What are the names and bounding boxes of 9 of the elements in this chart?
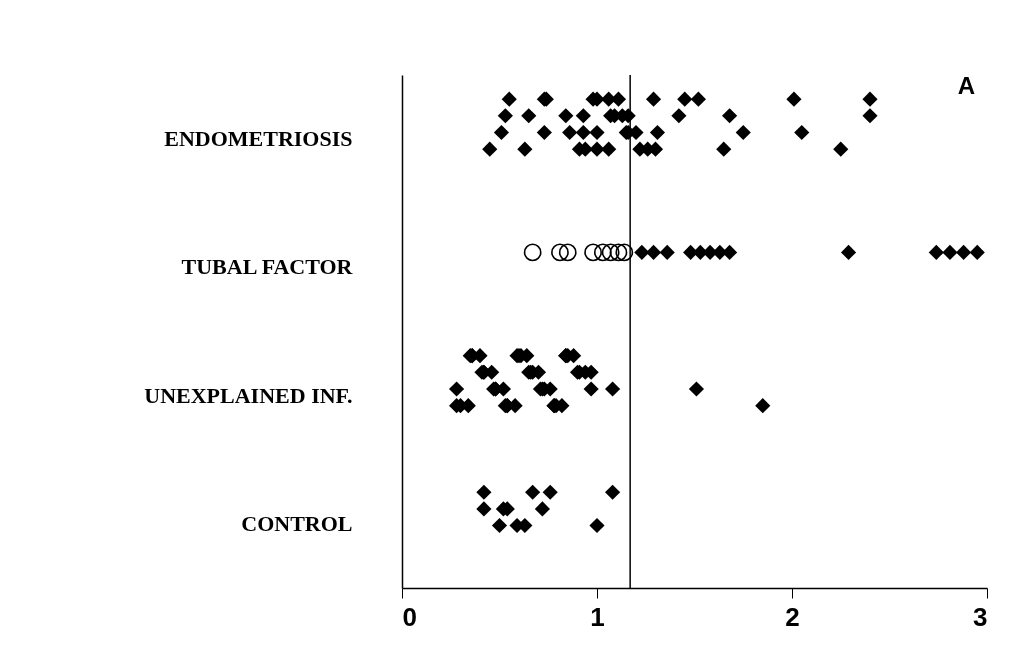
x-tick-label: 3 bbox=[973, 601, 988, 632]
y-tick-label: UNEXPLAINED INF. bbox=[144, 382, 353, 408]
x-tick-label: 0 bbox=[402, 601, 417, 632]
x-tick-label: 2 bbox=[785, 601, 800, 632]
annotation: A bbox=[957, 72, 975, 99]
y-tick-label: ENDOMETRIOSIS bbox=[164, 126, 353, 152]
x-tick-label: 1 bbox=[590, 601, 605, 632]
y-tick-label: TUBAL FACTOR bbox=[181, 254, 354, 280]
y-tick-label: CONTROL bbox=[241, 510, 353, 536]
